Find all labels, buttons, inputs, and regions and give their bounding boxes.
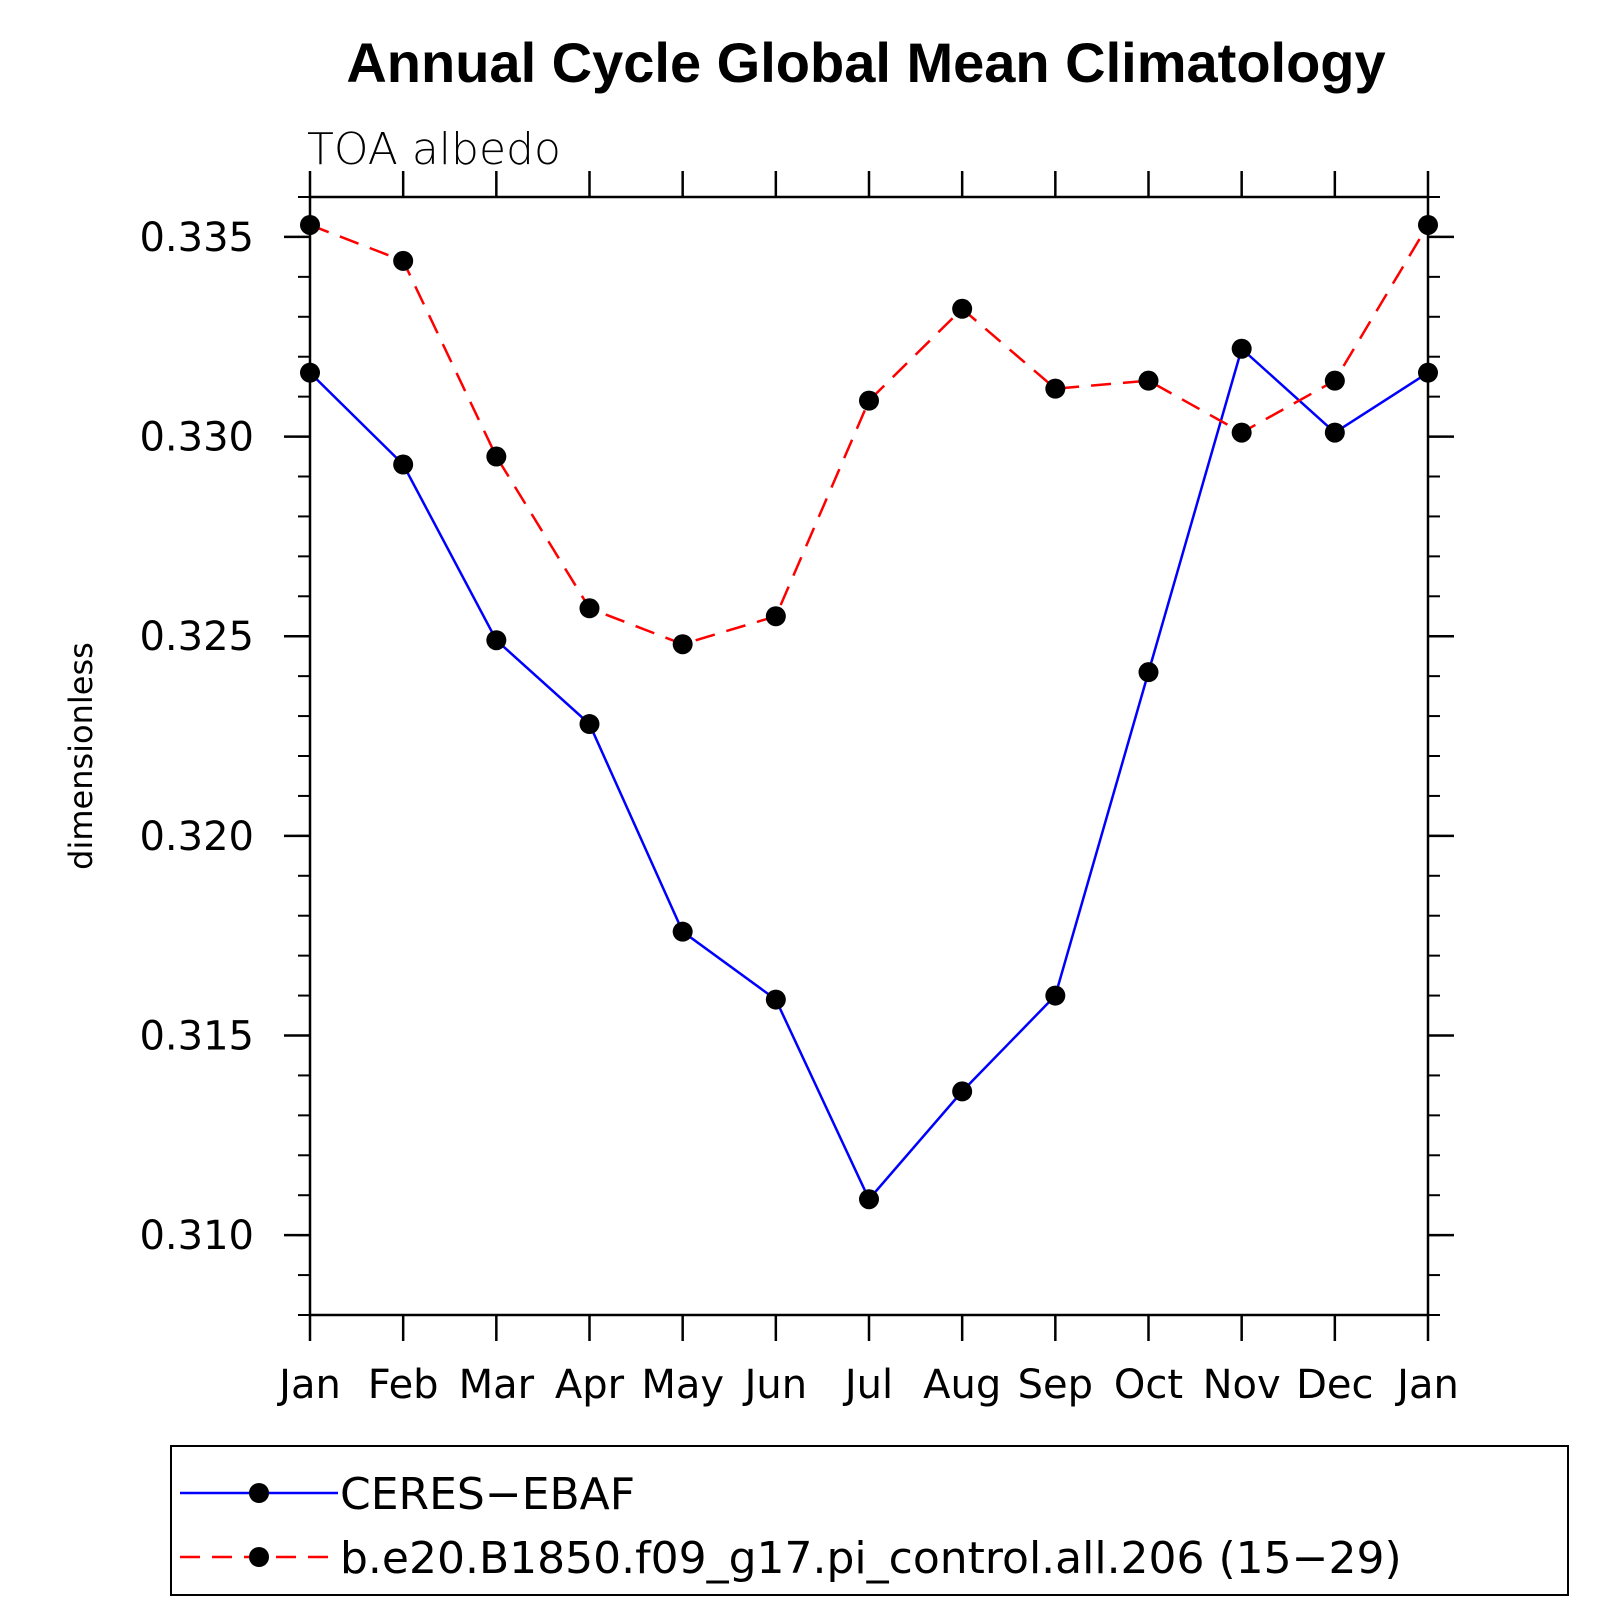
series-2-point [1045,378,1066,399]
series-1-point [393,454,414,475]
x-tick-labels: Jan Feb Mar Apr May Jun Jul Aug Sep Oct Nov Dec Jan [276,1362,1459,1408]
series-1-point [1138,662,1159,683]
y-tick-label: 0.315 [139,1014,254,1060]
series-1-point [672,921,693,942]
series-2-point [1324,370,1345,391]
x-tick-label: Aug [923,1362,1001,1408]
series-2-point [1231,422,1252,443]
y-tick-label: 0.325 [139,614,254,660]
chart-title: Annual Cycle Global Mean Climatology [346,31,1385,94]
x-tick-label: Jul [842,1362,893,1408]
series-2-point [486,446,507,467]
x-tick-label: Dec [1296,1362,1373,1408]
legend-label-2: b.e20.B1850.f09_g17.pi_control.all.206 (… [340,1533,1402,1584]
legend-label-1: CERES−EBAF [340,1469,635,1520]
series-1-point [952,1081,973,1102]
series-2-point [859,390,879,411]
y-tick-label: 0.320 [139,814,254,860]
chart-subtitle: TOA albedo [307,124,561,175]
series-layer [300,214,1438,1210]
x-tick-label: Oct [1114,1362,1183,1408]
x-tick-label: Jan [1394,1362,1459,1408]
series-1-point [1324,422,1345,443]
series-1-point [1231,338,1252,359]
series-1-point [486,630,507,651]
series-1-point [859,1189,879,1210]
x-tick-label: Feb [368,1362,439,1408]
y-tick-label: 0.330 [139,415,254,461]
series-1-point [300,362,320,383]
x-tick-label: May [641,1362,724,1408]
series-1-point [1418,362,1438,383]
x-tick-label: Apr [555,1362,625,1408]
series-2-point [672,634,693,655]
y-tick-label: 0.310 [139,1213,254,1259]
series-2-point [393,250,414,271]
series-2-point [952,298,973,319]
y-axis-label: dimensionless [62,642,100,870]
legend: CERES−EBAF b.e20.B1850.f09_g17.pi_control… [180,1469,1402,1584]
x-tick-label: Mar [459,1362,535,1408]
series-1-point [765,989,786,1010]
legend-marker-1 [249,1483,269,1503]
y-tick-label: 0.335 [139,215,254,261]
series-2-point [765,606,786,627]
legend-marker-2 [249,1547,269,1567]
series-1-point [579,714,600,735]
series-2-point [579,598,600,619]
y-tick-labels: 0.310 0.315 0.320 0.325 0.330 0.335 [139,215,254,1259]
x-tick-label: Sep [1018,1362,1093,1408]
x-tick-label: Jan [276,1362,341,1408]
series-1-point [1045,985,1066,1006]
x-tick-label: Nov [1203,1362,1281,1408]
legend-box [170,1445,1569,1596]
series-2-point [1138,370,1159,391]
series-2-point [1418,214,1438,235]
x-tick-label: Jun [742,1362,808,1408]
axis-ticks [284,171,1454,1341]
series-2-point [300,214,320,235]
